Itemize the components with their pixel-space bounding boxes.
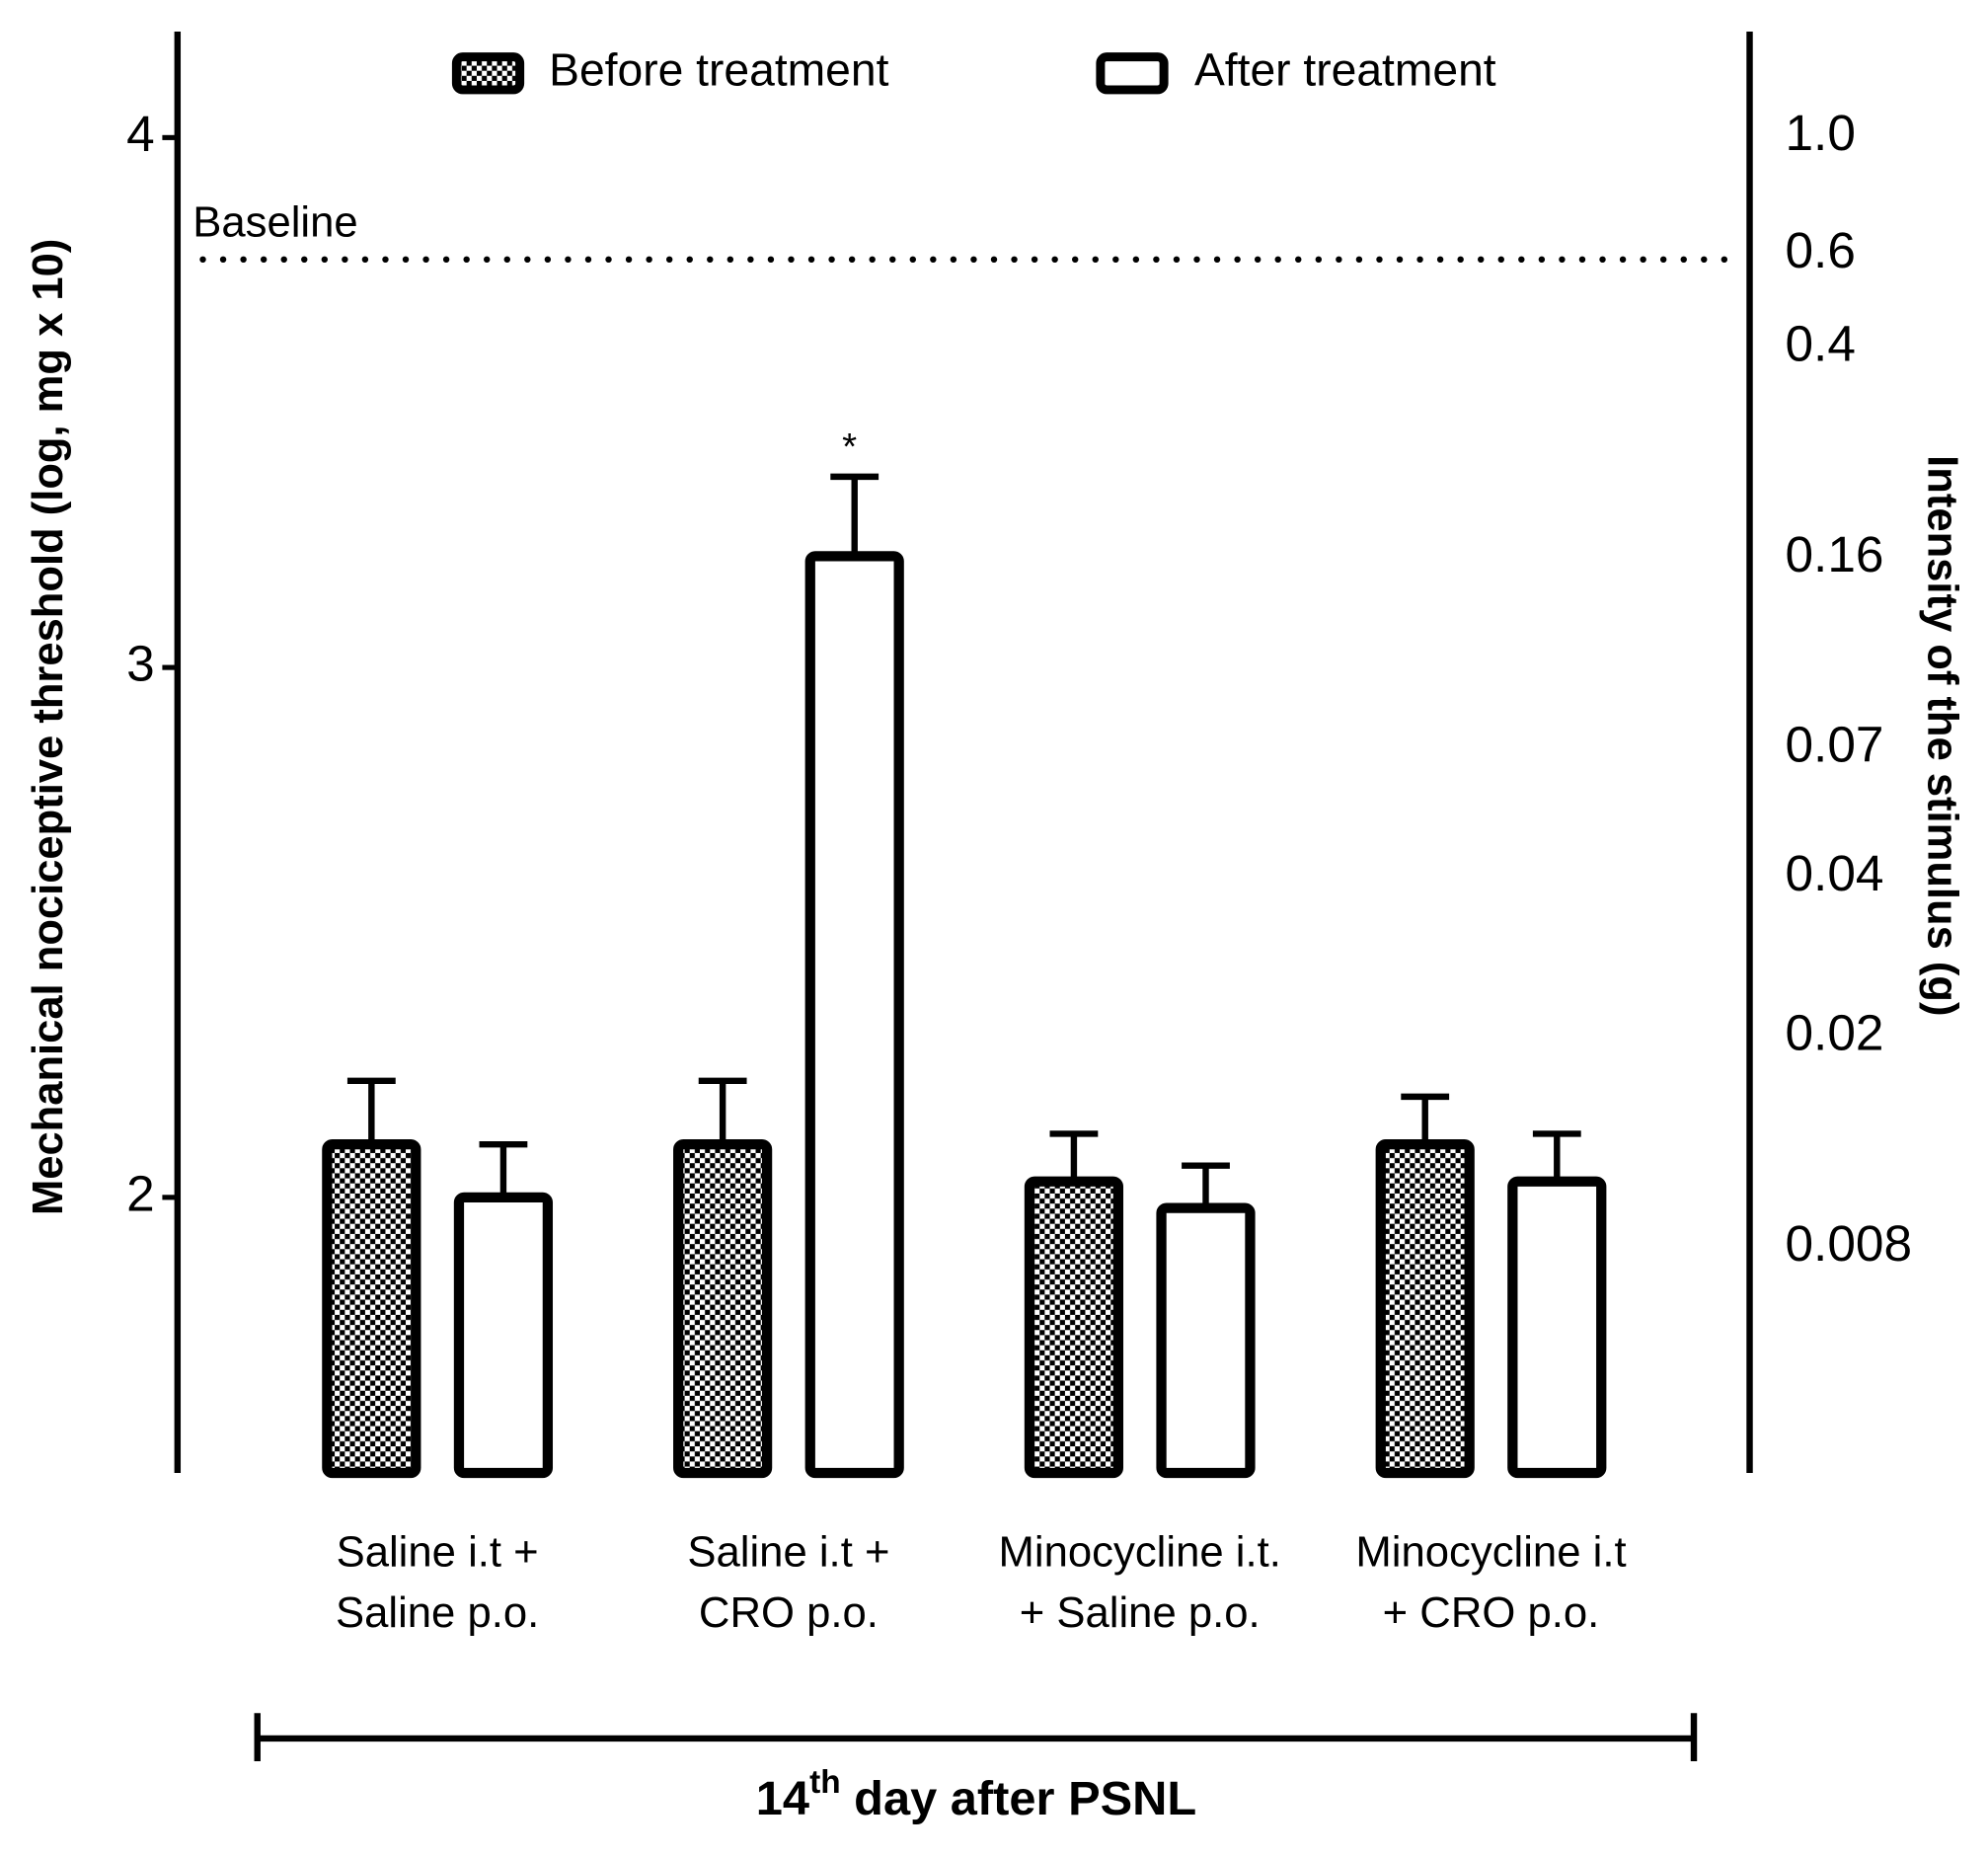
y2-tick-label: 0.4 bbox=[1785, 316, 1855, 372]
x-tick-label: Minocycline i.t. bbox=[999, 1529, 1281, 1577]
y-tick-label: 3 bbox=[126, 636, 155, 692]
y2-tick-label: 0.02 bbox=[1785, 1005, 1883, 1061]
x-tick-label: CRO p.o. bbox=[699, 1589, 879, 1637]
y2-tick-label: 0.07 bbox=[1785, 717, 1883, 773]
x-axis-title: 14th day after PSNL bbox=[756, 1764, 1196, 1825]
x-tick-label: Saline p.o. bbox=[336, 1589, 539, 1637]
legend-swatch bbox=[451, 52, 525, 95]
x-tick-label: Minocycline i.t bbox=[1355, 1529, 1626, 1577]
bracket bbox=[254, 1713, 1698, 1761]
x-tick-label: Saline i.t + bbox=[687, 1529, 889, 1577]
bar bbox=[1507, 1176, 1607, 1479]
y-axis-title: Mechanical nociceptive threshold (log, m… bbox=[25, 239, 72, 1215]
y2-axis-title: Intensity of the stimulus (g) bbox=[1919, 455, 1966, 1016]
y2-tick-label: 0.16 bbox=[1785, 526, 1883, 582]
bar bbox=[453, 1192, 554, 1479]
x-tick-label: Saline i.t + bbox=[337, 1529, 539, 1577]
y-tick-label: 4 bbox=[126, 106, 155, 162]
bar bbox=[1375, 1139, 1475, 1479]
x-tick-label: + CRO p.o. bbox=[1383, 1589, 1600, 1637]
bar bbox=[1156, 1202, 1256, 1479]
bar bbox=[804, 551, 904, 1479]
bar bbox=[1024, 1176, 1124, 1479]
legend-label: Before treatment bbox=[549, 44, 888, 96]
bar bbox=[322, 1139, 421, 1479]
legend-label: After treatment bbox=[1194, 44, 1496, 96]
y2-tick-label: 0.008 bbox=[1785, 1215, 1912, 1272]
legend-swatch bbox=[1096, 52, 1169, 95]
x-tick-label: + Saline p.o. bbox=[1020, 1589, 1261, 1637]
y2-tick-label: 1.0 bbox=[1785, 105, 1855, 161]
annotation: * bbox=[842, 425, 857, 468]
y-tick-label: 2 bbox=[126, 1165, 155, 1221]
y2-tick-label: 0.04 bbox=[1785, 845, 1883, 901]
y2-tick-label: 0.6 bbox=[1785, 222, 1855, 278]
bar bbox=[673, 1139, 773, 1479]
baseline-label: Baseline bbox=[192, 199, 357, 247]
